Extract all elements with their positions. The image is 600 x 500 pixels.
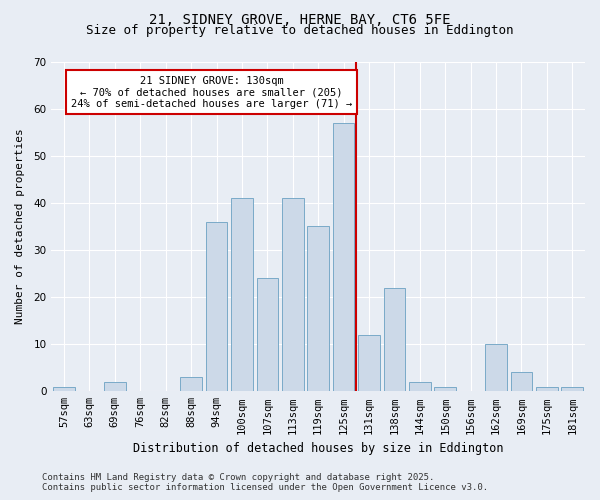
Bar	[333, 122, 355, 392]
Text: 21, SIDNEY GROVE, HERNE BAY, CT6 5FE: 21, SIDNEY GROVE, HERNE BAY, CT6 5FE	[149, 12, 451, 26]
Bar	[485, 344, 507, 392]
Bar	[409, 382, 431, 392]
Bar	[206, 222, 227, 392]
Bar	[257, 278, 278, 392]
Bar	[562, 386, 583, 392]
Bar	[180, 377, 202, 392]
Text: 21 SIDNEY GROVE: 130sqm
← 70% of detached houses are smaller (205)
24% of semi-d: 21 SIDNEY GROVE: 130sqm ← 70% of detache…	[71, 76, 352, 109]
Bar	[53, 386, 75, 392]
Bar	[536, 386, 557, 392]
Y-axis label: Number of detached properties: Number of detached properties	[15, 128, 25, 324]
Bar	[307, 226, 329, 392]
Bar	[434, 386, 456, 392]
Bar	[231, 198, 253, 392]
Bar	[511, 372, 532, 392]
Bar	[282, 198, 304, 392]
Bar	[383, 288, 405, 392]
Text: Contains HM Land Registry data © Crown copyright and database right 2025.
Contai: Contains HM Land Registry data © Crown c…	[42, 473, 488, 492]
Bar	[104, 382, 125, 392]
X-axis label: Distribution of detached houses by size in Eddington: Distribution of detached houses by size …	[133, 442, 503, 455]
Bar	[358, 335, 380, 392]
Text: Size of property relative to detached houses in Eddington: Size of property relative to detached ho…	[86, 24, 514, 37]
